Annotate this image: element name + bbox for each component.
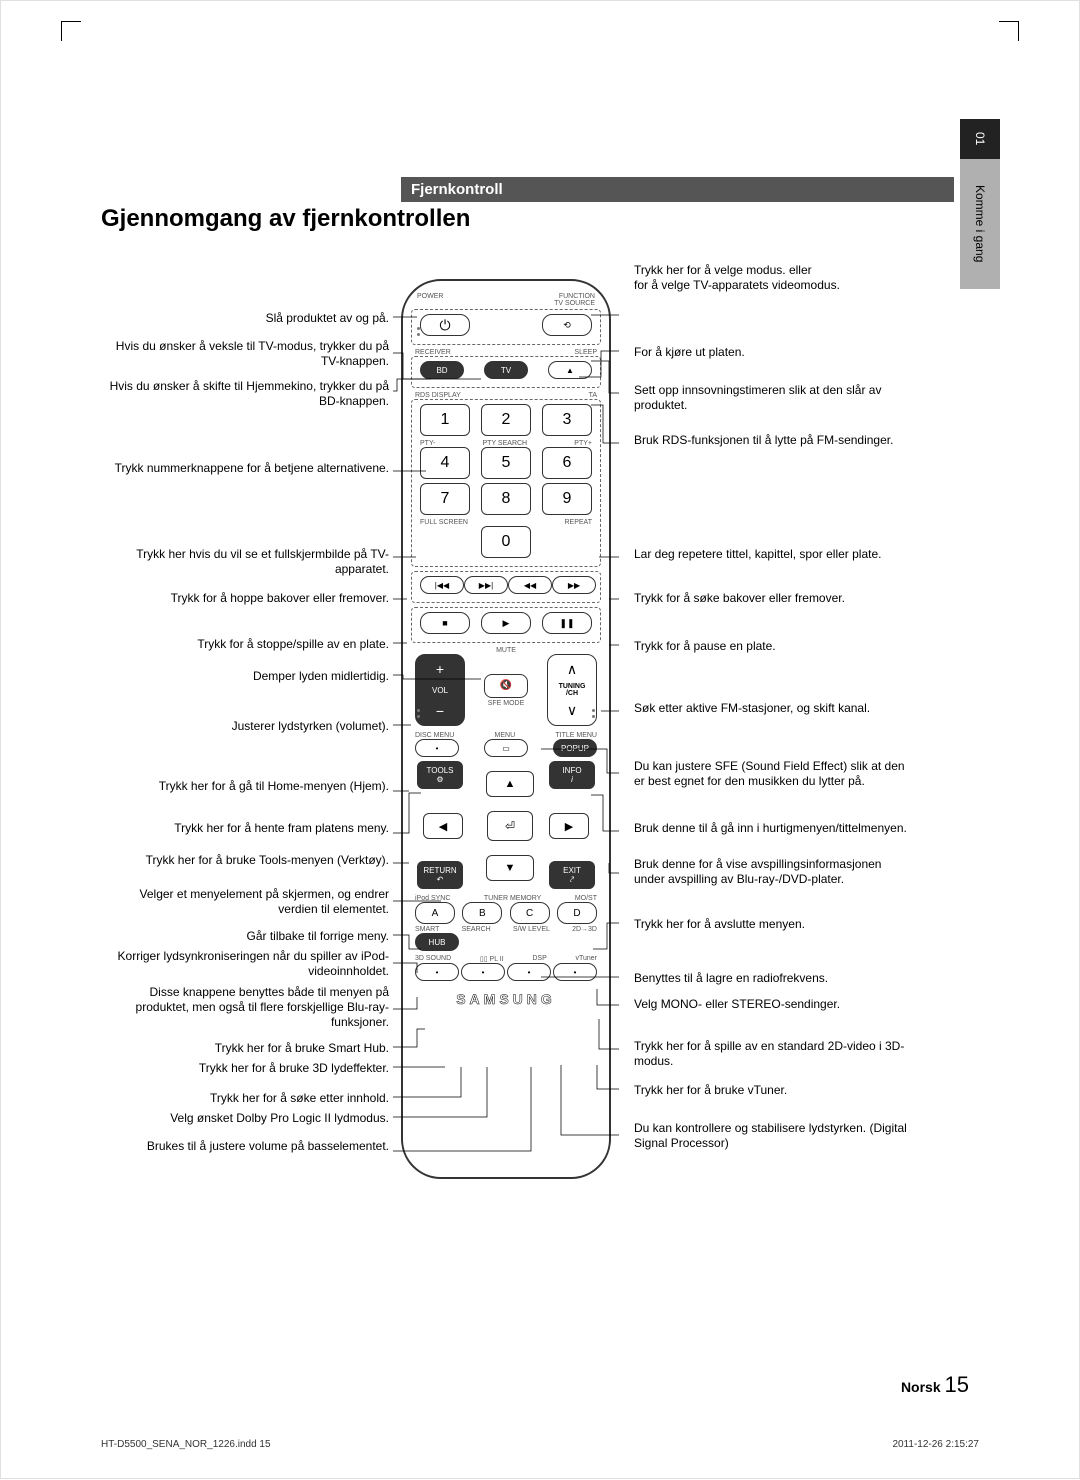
callout-text: Velger et menyelement på skjermen, og en… [109,887,389,917]
callout-text: Trykk her for å gå til Home-menyen (Hjem… [109,779,389,794]
callout-text: Trykk her for å spille av en standard 2D… [634,1039,914,1069]
callout-text: Bruk denne til å gå inn i hurtigmenyen/t… [634,821,914,836]
callout-text: Trykk her for å bruke Smart Hub. [109,1041,389,1056]
callout-text: Velg MONO- eller STEREO-sendinger. [634,997,914,1012]
print-info: HT-D5500_SENA_NOR_1226.indd 15 2011-12-2… [101,1439,979,1450]
callout-text: Justerer lydstyrken (volumet). [109,719,389,734]
callout-text: Du kan kontrollere og stabilisere lydsty… [634,1121,914,1151]
callout-text: Trykk her for å søke etter innhold. [109,1091,389,1106]
callout-text: Velg ønsket Dolby Pro Logic II lydmodus. [109,1111,389,1126]
callout-text: Lar deg repetere tittel, kapittel, spor … [634,547,914,562]
callout-text: Hvis du ønsker å veksle til TV-modus, tr… [109,339,389,369]
callout-text: Trykk for å søke bakover eller fremover. [634,591,914,606]
callout-text: Slå produktet av og på. [109,311,389,326]
callout-text: Korriger lydsynkroniseringen når du spil… [109,949,389,979]
callout-text: Bruk denne for å vise avspillingsinforma… [634,857,914,887]
leader-lines [1,1,1080,1480]
callout-text: Trykk her for å velge modus. eller for å… [634,263,914,293]
callout-text: Trykk for å hoppe bakover eller fremover… [109,591,389,606]
callout-text: Trykk her for å bruke Tools-menyen (Verk… [109,853,389,868]
callout-text: Trykk her for å bruke vTuner. [634,1083,914,1098]
callout-text: Søk etter aktive FM-stasjoner, og skift … [634,701,914,716]
print-file: HT-D5500_SENA_NOR_1226.indd 15 [101,1439,271,1450]
manual-page: 01 Komme i gang Fjernkontroll Gjennomgan… [0,0,1080,1479]
page-footer: Norsk 15 [901,1372,969,1398]
print-date: 2011-12-26 2:15:27 [892,1439,979,1450]
callout-text: Går tilbake til forrige meny. [109,929,389,944]
callout-text: Trykk her hvis du vil se et fullskjermbi… [109,547,389,577]
callout-text: Benyttes til å lagre en radiofrekvens. [634,971,914,986]
callout-text: Du kan justere SFE (Sound Field Effect) … [634,759,914,789]
footer-page: 15 [945,1372,969,1397]
callout-text: Sett opp innsovningstimeren slik at den … [634,383,914,413]
callouts-layer: Slå produktet av og på. Hvis du ønsker å … [1,1,1079,1478]
callout-text: Trykk her for å bruke 3D lydeffekter. [109,1061,389,1076]
callout-text: Trykk her for å hente fram platens meny. [109,821,389,836]
callout-text: Hvis du ønsker å skifte til Hjemmekino, … [109,379,389,409]
callout-text: Brukes til å justere volume på basseleme… [109,1139,389,1154]
footer-lang: Norsk [901,1379,941,1395]
callout-text: Bruk RDS-funksjonen til å lytte på FM-se… [634,433,914,448]
callout-text: Trykk nummerknappene for å betjene alter… [109,461,389,476]
callout-text: Trykk for å pause en plate. [634,639,914,654]
callout-text: Demper lyden midlertidig. [109,669,389,684]
callout-text: Disse knappene benyttes både til menyen … [109,985,389,1030]
callout-text: Trykk for å stoppe/spille av en plate. [109,637,389,652]
callout-text: Trykk her for å avslutte menyen. [634,917,914,932]
callout-text: For å kjøre ut platen. [634,345,914,360]
